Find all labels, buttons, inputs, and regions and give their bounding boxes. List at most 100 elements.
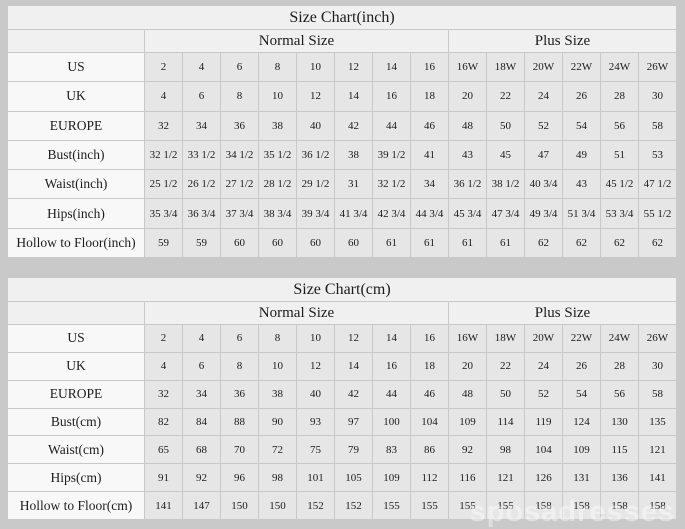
value-cell: 62 <box>524 227 563 259</box>
value-cell: 26 <box>562 351 601 381</box>
value-cell: 119 <box>524 407 563 437</box>
value-cell: 14 <box>334 81 373 112</box>
column-group-header-row: Normal Size Plus Size <box>7 301 677 325</box>
group-header-normal-size: Normal Size <box>144 29 449 53</box>
value-cell: 29 1/2 <box>296 169 335 200</box>
value-cell: 6 <box>220 51 259 83</box>
value-cell: 96 <box>220 463 259 493</box>
row-label: Waist(cm) <box>7 435 145 465</box>
value-cell: 114 <box>486 407 525 437</box>
table-row: UK 4 6 8 10 12 14 16 18 20 22 24 26 28 30 <box>7 351 677 381</box>
value-cell: 2 <box>144 324 183 353</box>
group-header-normal-size: Normal Size <box>144 301 449 325</box>
value-cell: 61 <box>486 227 525 259</box>
value-cell: 135 <box>638 407 677 437</box>
value-cell: 36 1/2 <box>448 169 487 200</box>
value-cell: 18 <box>410 351 449 381</box>
table-title: Size Chart(cm) <box>7 277 677 302</box>
value-cell: 49 <box>562 139 601 171</box>
size-table: Size Chart(inch) Normal Size Plus Size US 2 4… <box>7 5 677 259</box>
group-header-plus-size: Plus Size <box>448 29 677 53</box>
value-cell: 18W <box>486 51 525 83</box>
value-cell: 8 <box>258 51 297 83</box>
value-cell: 35 1/2 <box>258 139 297 171</box>
value-cell: 53 <box>638 139 677 171</box>
value-cell: 16 <box>372 351 411 381</box>
row-label: US <box>7 324 145 353</box>
value-cell: 49 3/4 <box>524 198 563 229</box>
value-cell: 155 <box>486 491 525 520</box>
value-cell: 14 <box>372 51 411 83</box>
value-cell: 8 <box>258 324 297 353</box>
row-label: UK <box>7 351 145 381</box>
value-cell: 40 <box>296 379 335 409</box>
value-cell: 2 <box>144 51 183 83</box>
table-title-row: Size Chart(cm) <box>7 277 677 302</box>
value-cell: 24 <box>524 351 563 381</box>
value-cell: 62 <box>638 227 677 259</box>
row-label: EUROPE <box>7 110 145 141</box>
value-cell: 38 <box>258 379 297 409</box>
value-cell: 20 <box>448 81 487 112</box>
value-cell: 38 <box>258 110 297 141</box>
value-cell: 46 <box>410 379 449 409</box>
value-cell: 33 1/2 <box>182 139 221 171</box>
value-cell: 59 <box>182 227 221 259</box>
value-cell: 16W <box>448 51 487 83</box>
table-row: EUROPE 32 34 36 38 40 42 44 46 48 50 52 54 56 58 <box>7 379 677 409</box>
value-cell: 22 <box>486 351 525 381</box>
value-cell: 44 3/4 <box>410 198 449 229</box>
value-cell: 51 <box>600 139 639 171</box>
value-cell: 54 <box>562 379 601 409</box>
value-cell: 41 3/4 <box>334 198 373 229</box>
value-cell: 150 <box>258 491 297 520</box>
value-cell: 112 <box>410 463 449 493</box>
row-label: Bust(cm) <box>7 407 145 437</box>
value-cell: 72 <box>258 435 297 465</box>
group-header-spacer <box>7 301 145 325</box>
value-cell: 109 <box>448 407 487 437</box>
value-cell: 39 3/4 <box>296 198 335 229</box>
value-cell: 26 1/2 <box>182 169 221 200</box>
value-cell: 86 <box>410 435 449 465</box>
value-cell: 93 <box>296 407 335 437</box>
value-cell: 98 <box>486 435 525 465</box>
value-cell: 121 <box>486 463 525 493</box>
value-cell: 60 <box>220 227 259 259</box>
value-cell: 32 <box>144 110 183 141</box>
value-cell: 47 3/4 <box>486 198 525 229</box>
table-row: Hollow to Floor(inch) 59 59 60 60 60 60 61 61 61 6… <box>7 227 677 259</box>
value-cell: 18W <box>486 324 525 353</box>
value-cell: 44 <box>372 110 411 141</box>
value-cell: 101 <box>296 463 335 493</box>
value-cell: 88 <box>220 407 259 437</box>
value-cell: 47 <box>524 139 563 171</box>
value-cell: 100 <box>372 407 411 437</box>
value-cell: 16 <box>372 81 411 112</box>
value-cell: 109 <box>562 435 601 465</box>
value-cell: 24 <box>524 81 563 112</box>
row-label: Hollow to Floor(inch) <box>7 227 145 259</box>
table-title: Size Chart(inch) <box>7 5 677 30</box>
value-cell: 70 <box>220 435 259 465</box>
value-cell: 121 <box>638 435 677 465</box>
value-cell: 158 <box>638 491 677 520</box>
value-cell: 20 <box>448 351 487 381</box>
value-cell: 124 <box>562 407 601 437</box>
value-cell: 34 <box>182 379 221 409</box>
value-cell: 38 1/2 <box>486 169 525 200</box>
column-group-header-row: Normal Size Plus Size <box>7 29 677 53</box>
value-cell: 18 <box>410 81 449 112</box>
table-title-row: Size Chart(inch) <box>7 5 677 30</box>
value-cell: 79 <box>334 435 373 465</box>
row-label: US <box>7 51 145 83</box>
table-row: EUROPE 32 34 36 38 40 42 44 46 48 50 52 54 56 58 <box>7 110 677 141</box>
value-cell: 43 <box>448 139 487 171</box>
value-cell: 141 <box>638 463 677 493</box>
value-cell: 44 <box>372 379 411 409</box>
value-cell: 62 <box>600 227 639 259</box>
value-cell: 10 <box>258 81 297 112</box>
table-row: Hollow to Floor(cm) 141 147 150 150 152 152 155… <box>7 491 677 520</box>
value-cell: 4 <box>182 324 221 353</box>
